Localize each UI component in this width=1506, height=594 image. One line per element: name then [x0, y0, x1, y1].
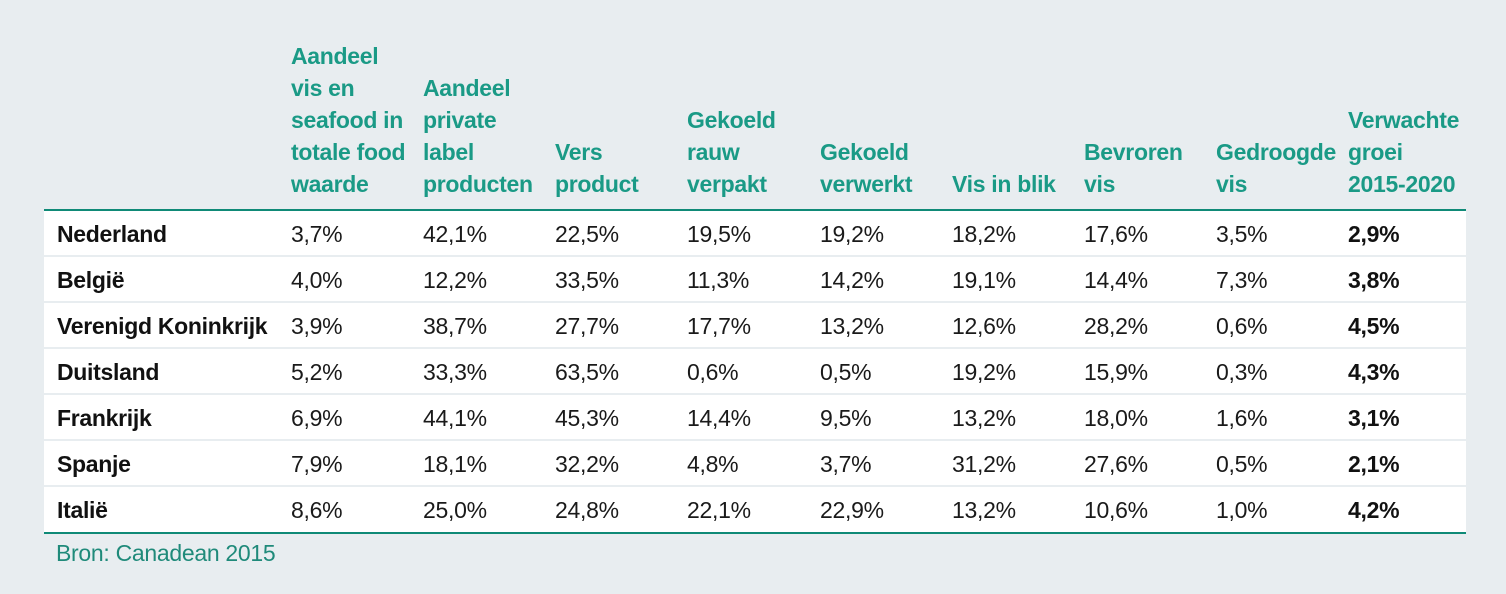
table-cell: 45,3%: [555, 405, 619, 431]
table-cell: 9,5%: [820, 405, 872, 431]
table-cell: 3,5%: [1216, 221, 1268, 247]
table-row: België 4,0% 12,2% 33,5% 11,3% 14,2% 19,1% 14,4%…: [44, 257, 1466, 303]
table-row: Duitsland 5,2% 33,3% 63,5% 0,6% 0,5% 19,2% 15,9…: [44, 349, 1466, 395]
table-cell: 0,5%: [1216, 451, 1268, 477]
table-cell: 18,0%: [1084, 405, 1148, 431]
table-cell: 13,2%: [952, 405, 1016, 431]
table-cell: 12,6%: [952, 313, 1016, 339]
growth-cell: 2,1%: [1348, 451, 1400, 477]
bottom-divider: [44, 532, 1466, 534]
column-header-gedroogde-vis: Gedroogde vis: [1216, 139, 1336, 197]
table-cell: 19,2%: [820, 221, 884, 247]
growth-cell: 4,2%: [1348, 497, 1400, 523]
table-cell: 0,6%: [1216, 313, 1268, 339]
country-name: Spanje: [57, 451, 131, 477]
column-header-vers-product: Vers product: [555, 139, 639, 197]
growth-cell: 3,1%: [1348, 405, 1400, 431]
country-name: Nederland: [57, 221, 167, 247]
table-cell: 3,9%: [291, 313, 343, 339]
table-cell: 3,7%: [820, 451, 872, 477]
column-header-verwachte-groei: Verwachte groei 2015-2020: [1348, 107, 1460, 197]
table-row: Spanje 7,9% 18,1% 32,2% 4,8% 3,7% 31,2% 27,6% 0,…: [44, 441, 1466, 487]
table-cell: 14,4%: [687, 405, 751, 431]
table-row: Italië 8,6% 25,0% 24,8% 22,1% 22,9% 13,2% 10,6%…: [44, 487, 1466, 533]
table-cell: 4,0%: [291, 267, 343, 293]
table-cell: 24,8%: [555, 497, 619, 523]
table-cell: 13,2%: [820, 313, 884, 339]
table-cell: 10,6%: [1084, 497, 1148, 523]
table-cell: 28,2%: [1084, 313, 1148, 339]
table-cell: 5,2%: [291, 359, 343, 385]
column-header-bevroren-vis: Bevroren vis: [1084, 139, 1183, 197]
table-header: Aandeel vis en seafood in totale food wa…: [44, 43, 1466, 210]
table-cell: 13,2%: [952, 497, 1016, 523]
header-divider: [44, 209, 1466, 211]
column-header-gekoeld-rauw: Gekoeld rauw verpakt: [687, 107, 776, 197]
table-cell: 38,7%: [423, 313, 487, 339]
table-cell: 19,1%: [952, 267, 1016, 293]
table-cell: 15,9%: [1084, 359, 1148, 385]
table-cell: 22,5%: [555, 221, 619, 247]
table-cell: 33,3%: [423, 359, 487, 385]
table-cell: 19,5%: [687, 221, 751, 247]
growth-cell: 2,9%: [1348, 221, 1400, 247]
table-cell: 18,1%: [423, 451, 487, 477]
table-cell: 0,3%: [1216, 359, 1268, 385]
table-row: Verenigd Koninkrijk 3,9% 38,7% 27,7% 17,7% 13…: [44, 303, 1466, 349]
table-cell: 25,0%: [423, 497, 487, 523]
table-cell: 44,1%: [423, 405, 487, 431]
growth-cell: 4,3%: [1348, 359, 1400, 385]
column-header-aandeel-vis: Aandeel vis en seafood in totale food wa…: [291, 43, 406, 197]
table-cell: 63,5%: [555, 359, 619, 385]
table-cell: 0,6%: [687, 359, 739, 385]
country-name: Duitsland: [57, 359, 160, 385]
table-cell: 4,8%: [687, 451, 739, 477]
table-cell: 11,3%: [687, 267, 750, 293]
table-cell: 42,1%: [423, 221, 487, 247]
column-header-private-label: Aandeel private label producten: [423, 75, 533, 197]
growth-cell: 4,5%: [1348, 313, 1400, 339]
column-header-gekoeld-verwerkt: Gekoeld verwerkt: [820, 139, 913, 197]
table-cell: 14,4%: [1084, 267, 1148, 293]
table-cell: 0,5%: [820, 359, 872, 385]
country-name: Verenigd Koninkrijk: [57, 313, 268, 339]
table-cell: 1,0%: [1216, 497, 1268, 523]
table-cell: 8,6%: [291, 497, 343, 523]
table-body: Nederland 3,7% 42,1% 22,5% 19,5% 19,2% 18,2% 17…: [44, 211, 1466, 533]
table-row: Frankrijk 6,9% 44,1% 45,3% 14,4% 9,5% 13,2% 18,…: [44, 395, 1466, 441]
table-cell: 3,7%: [291, 221, 343, 247]
country-name: Italië: [57, 497, 108, 523]
growth-cell: 3,8%: [1348, 267, 1400, 293]
table-cell: 12,2%: [423, 267, 487, 293]
table-cell: 17,7%: [687, 313, 751, 339]
column-header-vis-in-blik: Vis in blik: [952, 171, 1056, 197]
table-cell: 7,3%: [1216, 267, 1268, 293]
country-name: Frankrijk: [57, 405, 152, 431]
country-name: België: [57, 267, 125, 293]
table-cell: 32,2%: [555, 451, 619, 477]
source-note: Bron: Canadean 2015: [56, 540, 276, 566]
table-cell: 7,9%: [291, 451, 343, 477]
table-cell: 22,1%: [687, 497, 751, 523]
table-cell: 1,6%: [1216, 405, 1268, 431]
table-row: Nederland 3,7% 42,1% 22,5% 19,5% 19,2% 18,2% 17…: [44, 211, 1466, 257]
table-cell: 22,9%: [820, 497, 884, 523]
table-cell: 33,5%: [555, 267, 619, 293]
table-cell: 17,6%: [1084, 221, 1148, 247]
table-cell: 19,2%: [952, 359, 1016, 385]
table-cell: 31,2%: [952, 451, 1016, 477]
table-cell: 14,2%: [820, 267, 884, 293]
table-cell: 6,9%: [291, 405, 343, 431]
table-cell: 18,2%: [952, 221, 1016, 247]
table-cell: 27,6%: [1084, 451, 1148, 477]
table-cell: 27,7%: [555, 313, 619, 339]
